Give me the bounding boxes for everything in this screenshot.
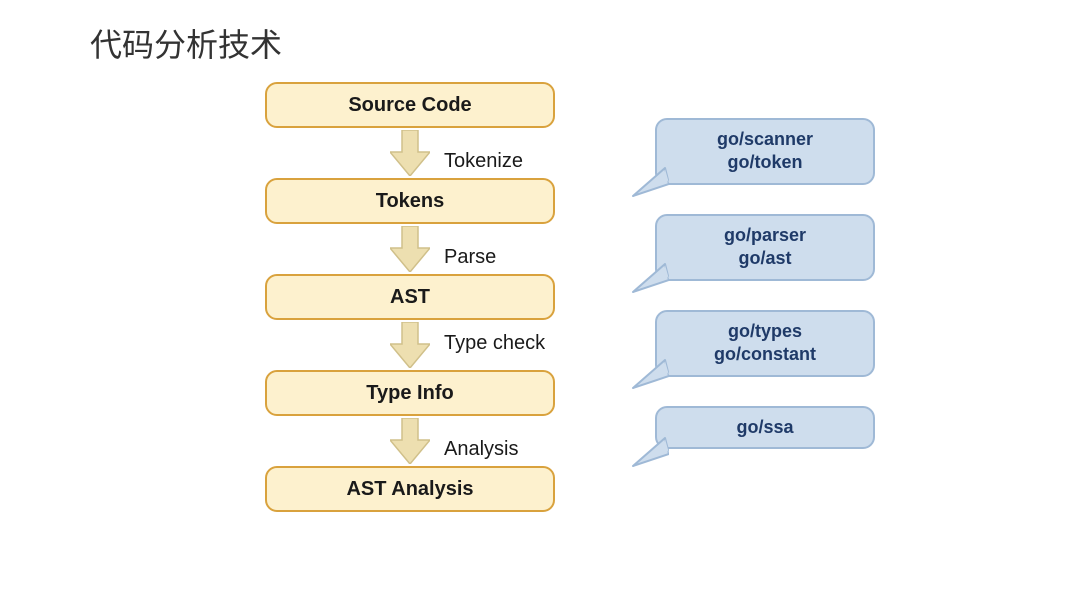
callout-box: go/typesgo/constant [655,310,875,377]
callout-line: go/ssa [736,416,793,439]
arrow-label: Analysis [444,438,518,461]
arrow-label: Tokenize [444,150,523,173]
arrow-label: Parse [444,246,496,269]
stage-box: Type Info [265,370,555,416]
flow-arrow [390,130,430,176]
callout-tail [625,262,669,296]
stage-box: Source Code [265,82,555,128]
flow-arrow [390,226,430,272]
callout-line: go/parser [724,224,806,247]
page-title: 代码分析技术 [90,20,282,66]
arrow-label: Type check [444,332,545,355]
stage-box: AST [265,274,555,320]
callout-line: go/ast [738,247,791,270]
callout-tail [625,166,669,200]
callout-line: go/constant [714,343,816,366]
callout-box: go/scannergo/token [655,118,875,185]
callout-line: go/token [728,151,803,174]
callout-line: go/types [728,320,802,343]
callout-box: go/parsergo/ast [655,214,875,281]
callout-tail [625,358,669,392]
flow-arrow [390,418,430,464]
callout-tail [625,436,669,470]
callout-line: go/scanner [717,128,813,151]
stage-box: AST Analysis [265,466,555,512]
stage-box: Tokens [265,178,555,224]
callout-box: go/ssa [655,406,875,449]
flow-arrow [390,322,430,368]
